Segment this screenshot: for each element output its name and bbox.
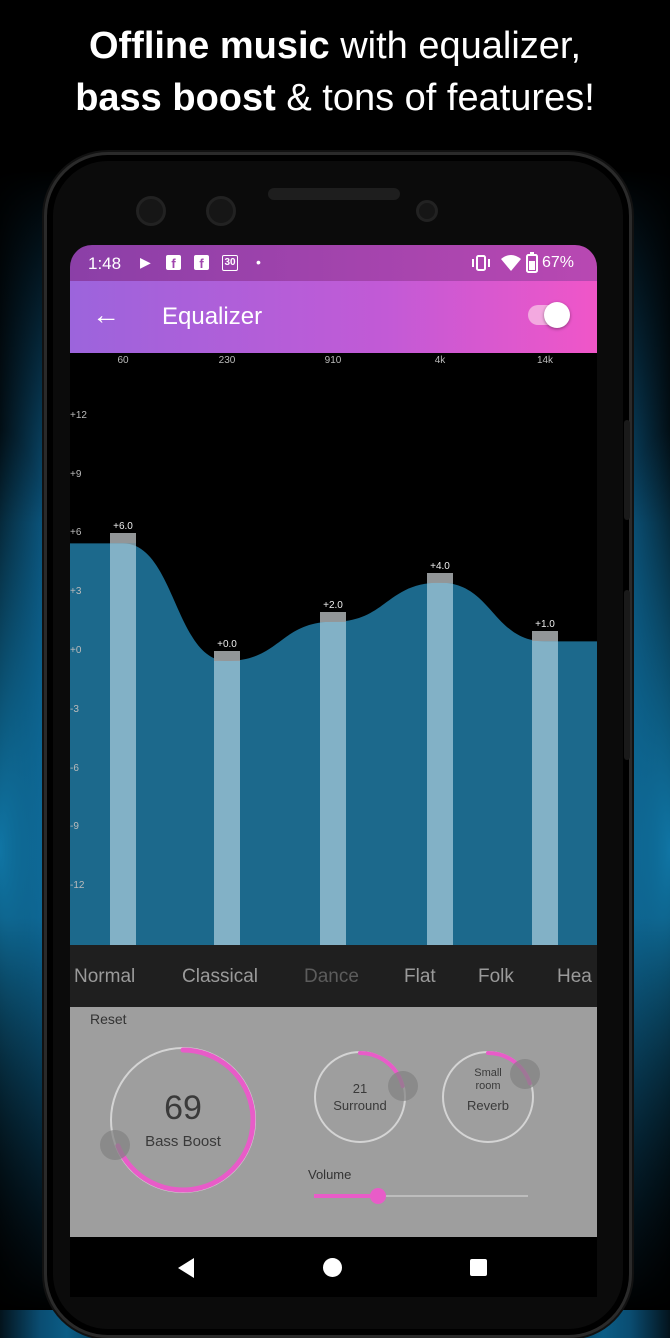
db-axis-label: +12 bbox=[70, 409, 87, 421]
reverb-handle[interactable] bbox=[510, 1059, 540, 1089]
nav-back-icon[interactable] bbox=[176, 1257, 196, 1279]
play-icon: ▶ bbox=[140, 254, 151, 270]
db-axis-label: -9 bbox=[70, 821, 79, 833]
surround-label: Surround bbox=[333, 1098, 387, 1113]
calendar-icon: 30 bbox=[222, 255, 238, 271]
front-camera-2 bbox=[206, 196, 236, 226]
status-time: 1:48 bbox=[88, 254, 122, 273]
headline-line-1: Offline music with equalizer, bbox=[0, 20, 670, 72]
band-frequency-label: 14k bbox=[536, 355, 554, 366]
promo-headline: Offline music with equalizer, bass boost… bbox=[0, 20, 670, 124]
band-value-label: +2.0 bbox=[323, 599, 343, 611]
preset-item[interactable]: Hea bbox=[557, 966, 592, 987]
preset-item[interactable]: Dance bbox=[304, 966, 359, 987]
more-notifications-icon: • bbox=[256, 254, 261, 270]
equalizer-graph: 60 +6.0 230 +0.0 910 +2.0 4k +4.0 14k +1.0 +12 +9 +6… bbox=[70, 353, 597, 945]
facebook-icon: f bbox=[194, 255, 209, 271]
db-axis-label: +0 bbox=[70, 645, 82, 656]
band-value-label: +4.0 bbox=[430, 560, 450, 572]
db-axis-label: -12 bbox=[70, 880, 85, 892]
wifi-icon bbox=[501, 255, 521, 271]
phone-speaker bbox=[268, 188, 400, 200]
facebook-icon: f bbox=[166, 255, 181, 271]
reverb-label: Reverb bbox=[467, 1098, 509, 1113]
app-bar: ← Equalizer bbox=[70, 281, 597, 353]
band-slider[interactable] bbox=[532, 631, 558, 945]
band-slider-handle[interactable] bbox=[214, 651, 240, 661]
band-slider[interactable] bbox=[320, 611, 346, 945]
band-slider[interactable] bbox=[214, 651, 240, 945]
headline-rest-1: with equalizer, bbox=[329, 25, 582, 67]
toggle-knob bbox=[544, 302, 570, 328]
headline-bold-2: bass boost bbox=[75, 77, 276, 119]
bass-boost-knob[interactable]: 69 Bass Boost bbox=[110, 1047, 256, 1193]
nav-recent-icon[interactable] bbox=[470, 1259, 487, 1276]
preset-strip: Normal Classical Dance Flat Folk Hea bbox=[70, 945, 597, 1007]
reverb-value-line-2: room bbox=[475, 1080, 501, 1092]
preset-item[interactable]: Classical bbox=[182, 966, 259, 987]
reverb-value-line-1: Small bbox=[474, 1067, 502, 1079]
front-camera-1 bbox=[136, 196, 166, 226]
band-frequency-label: 910 bbox=[324, 355, 342, 366]
phone-power-button bbox=[624, 420, 630, 520]
surround-value: 21 bbox=[352, 1081, 368, 1096]
arrow-back-icon[interactable]: ← bbox=[92, 299, 120, 330]
reset-button[interactable]: Reset bbox=[90, 1011, 127, 1027]
band-slider[interactable] bbox=[427, 572, 453, 945]
band-slider-handle[interactable] bbox=[320, 611, 346, 622]
effects-panel: Reset 69 Bass Boost 21 Surround Small ro… bbox=[70, 1007, 597, 1237]
page-title: Equalizer bbox=[162, 303, 263, 330]
proximity-sensor bbox=[416, 200, 438, 222]
volume-label: Volume bbox=[308, 1167, 352, 1182]
preset-item[interactable]: Flat bbox=[404, 966, 436, 987]
battery-icon bbox=[526, 252, 538, 273]
bass-boost-label: Bass Boost bbox=[145, 1133, 221, 1150]
volume-fill bbox=[314, 1194, 379, 1198]
volume-track[interactable] bbox=[314, 1188, 528, 1204]
surround-handle[interactable] bbox=[388, 1071, 418, 1101]
bass-boost-arc bbox=[115, 1047, 256, 1193]
bass-boost-value: 69 bbox=[164, 1089, 202, 1127]
band-slider-handle[interactable] bbox=[532, 631, 558, 642]
band-value-label: +1.0 bbox=[535, 619, 555, 631]
equalizer-toggle[interactable] bbox=[528, 302, 570, 328]
band-slider-handle[interactable] bbox=[427, 572, 453, 583]
preset-item[interactable]: Normal bbox=[74, 966, 136, 987]
db-axis-label: +3 bbox=[70, 586, 82, 598]
db-axis-label: -6 bbox=[70, 762, 79, 774]
phone-volume-button bbox=[624, 590, 630, 760]
band-frequency-label: 230 bbox=[218, 355, 236, 366]
battery-percent: 67% bbox=[542, 254, 575, 271]
band-slider-handle[interactable] bbox=[110, 533, 136, 544]
db-axis-label: +6 bbox=[70, 527, 82, 539]
headline-bold-1: Offline music bbox=[88, 25, 330, 67]
phone-screen: 1:48 ▶ f f 30 • 67% ← Equalizer 60 +6.0 2 bbox=[70, 245, 597, 1297]
bass-boost-handle[interactable] bbox=[100, 1130, 130, 1160]
band-slider[interactable] bbox=[110, 533, 136, 945]
headline-line-2: bass boost & tons of features! bbox=[0, 72, 670, 124]
reverb-knob[interactable]: Small room Reverb bbox=[442, 1051, 534, 1143]
db-axis-label: +9 bbox=[70, 468, 82, 480]
status-bar: 1:48 ▶ f f 30 • 67% bbox=[70, 245, 597, 281]
volume-thumb[interactable] bbox=[370, 1188, 387, 1204]
band-frequency-label: 4k bbox=[434, 355, 446, 366]
preset-item[interactable]: Folk bbox=[478, 966, 514, 987]
headline-rest-2: & tons of features! bbox=[275, 77, 595, 119]
nav-home-icon[interactable] bbox=[323, 1258, 342, 1277]
band-value-label: +0.0 bbox=[217, 639, 237, 650]
system-nav-bar bbox=[70, 1237, 597, 1297]
vibrate-icon bbox=[472, 255, 490, 271]
band-value-label: +6.0 bbox=[113, 521, 133, 533]
band-frequency-label: 60 bbox=[117, 355, 129, 366]
db-axis-label: -3 bbox=[70, 703, 79, 715]
